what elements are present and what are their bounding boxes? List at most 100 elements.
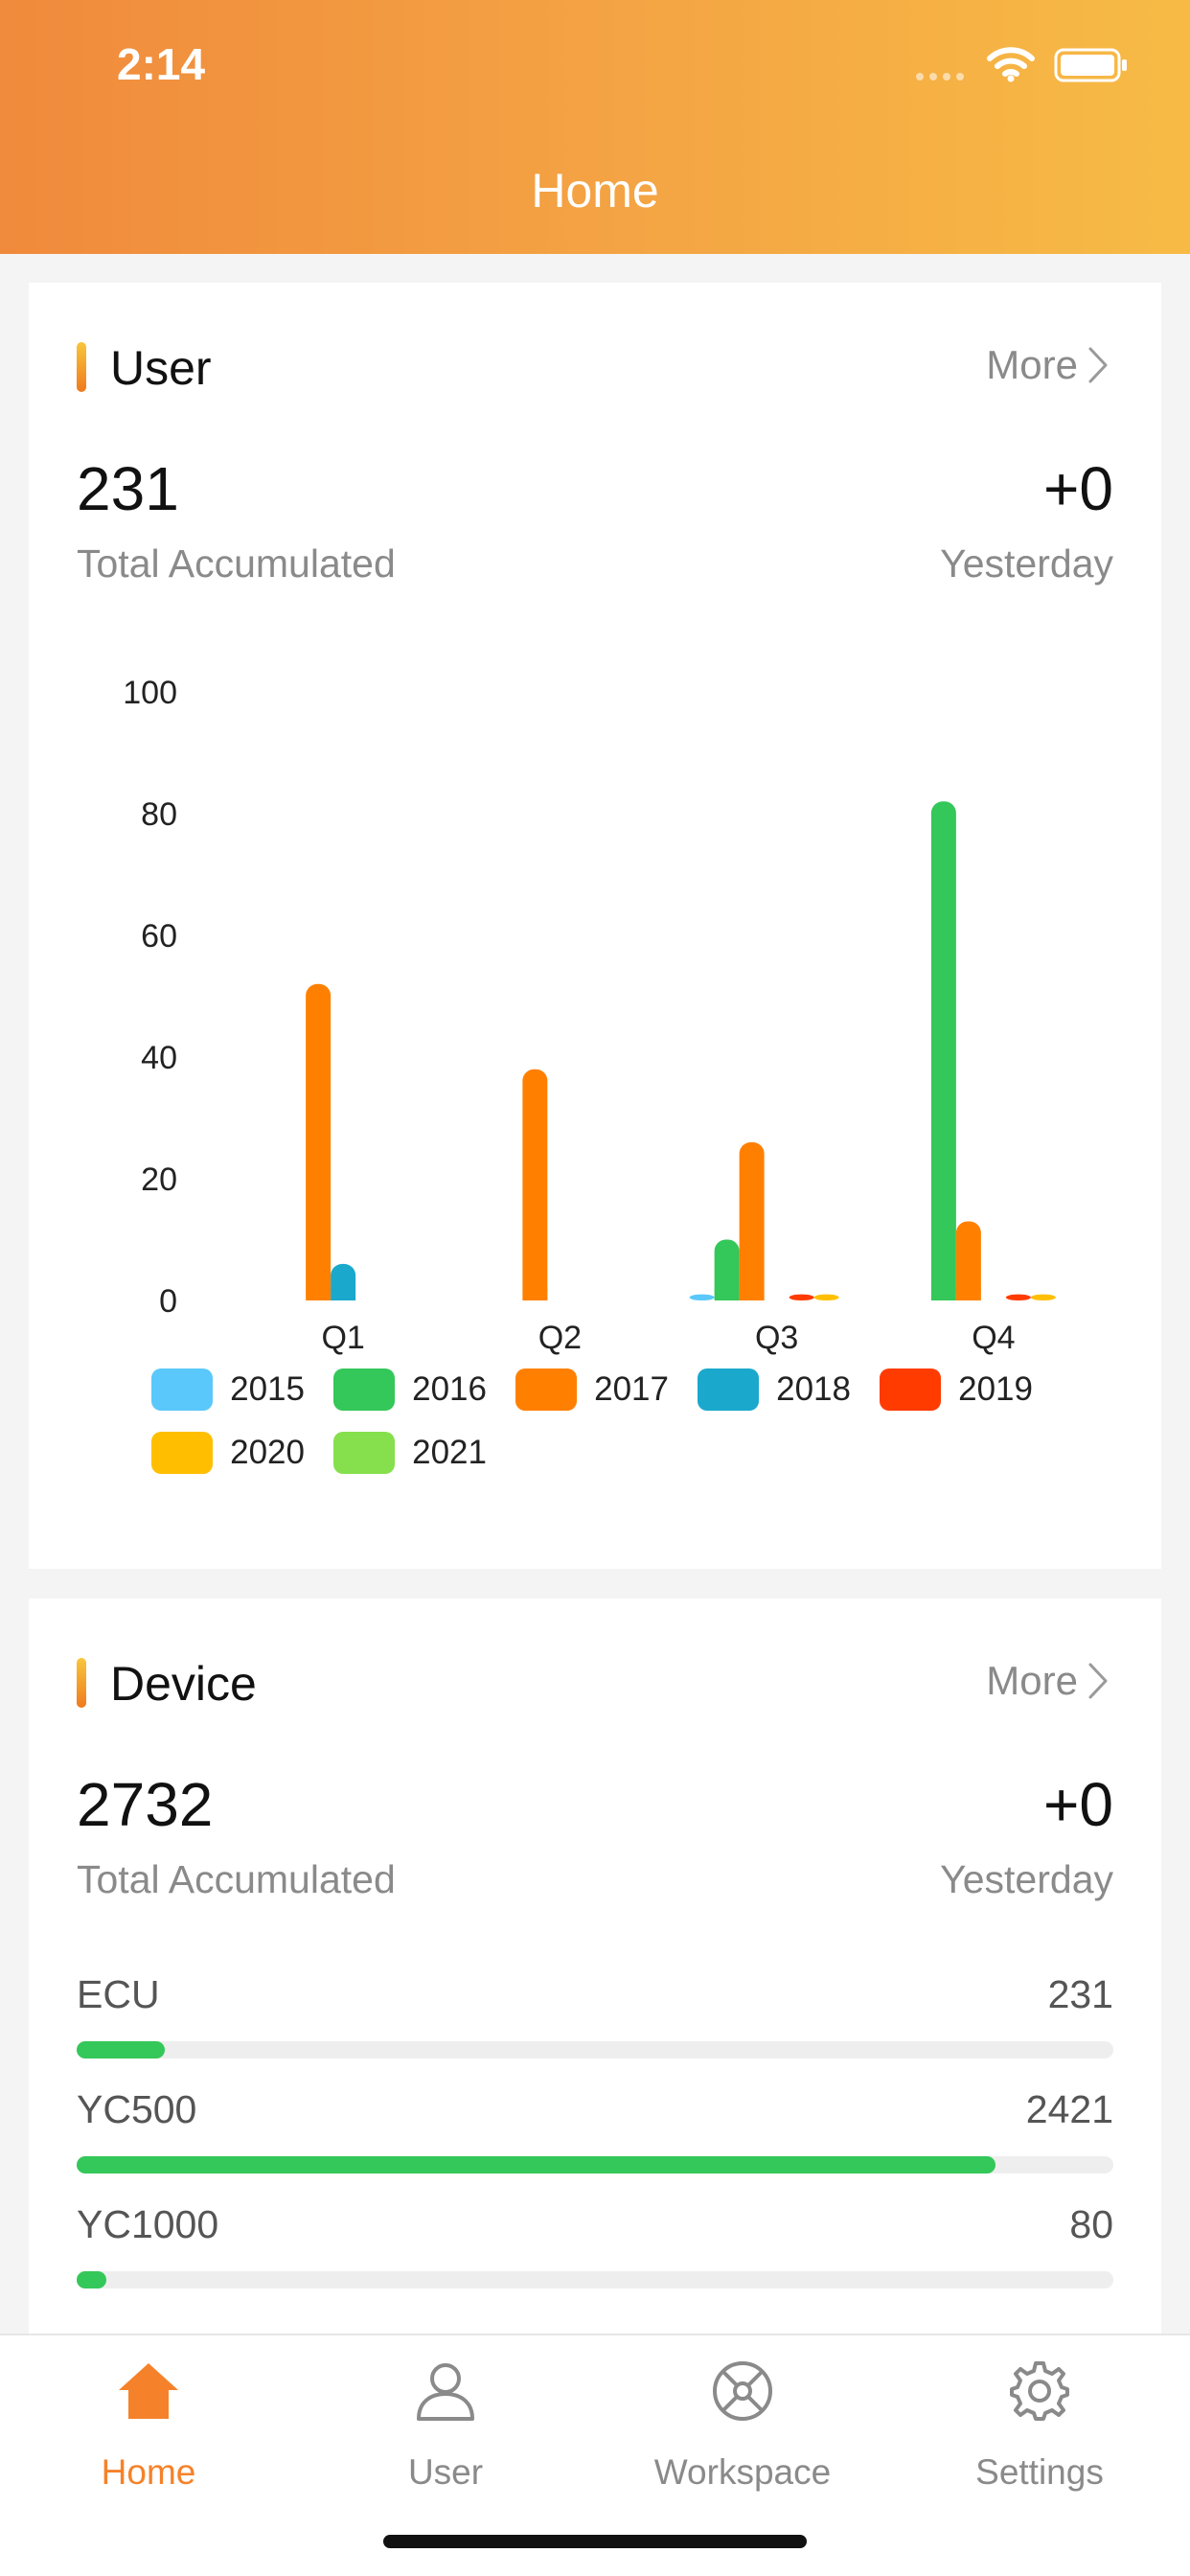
y-tick-label: 60 bbox=[141, 918, 177, 954]
legend-swatch bbox=[880, 1368, 942, 1411]
tab-user[interactable]: User bbox=[297, 2335, 594, 2508]
device-row-label: YC1000 bbox=[77, 2202, 219, 2246]
legend-item[interactable]: 2016 bbox=[333, 1368, 487, 1411]
y-tick-label: 40 bbox=[141, 1040, 177, 1076]
device-total-value: 2732 bbox=[77, 1770, 214, 1839]
legend-item[interactable]: 2017 bbox=[515, 1368, 669, 1411]
user-yesterday-value: +0 bbox=[1043, 454, 1113, 523]
chart-legend: 2015 2016 2017 2018 2019 2020 2021 bbox=[151, 1368, 1090, 1474]
tab-label: Home bbox=[101, 2452, 196, 2492]
section-accent-bar bbox=[77, 1658, 86, 1708]
bar-2017-Q4 bbox=[955, 1221, 981, 1300]
device-more-link[interactable]: More bbox=[986, 1658, 1109, 1704]
bar-base bbox=[739, 1289, 765, 1300]
legend-item[interactable]: 2021 bbox=[333, 1432, 487, 1474]
legend-label: 2015 bbox=[230, 1370, 305, 1408]
gear-icon bbox=[1010, 2361, 1069, 2421]
signal-icon bbox=[916, 73, 964, 80]
more-label: More bbox=[986, 1658, 1078, 1703]
bar-2017-Q1 bbox=[306, 983, 332, 1300]
wifi-icon bbox=[987, 47, 1035, 82]
bar-base bbox=[522, 1289, 548, 1300]
device-row-value: 80 bbox=[1069, 2202, 1113, 2246]
legend-swatch bbox=[515, 1368, 578, 1411]
y-tick-label: 80 bbox=[141, 796, 177, 833]
bar-base bbox=[714, 1289, 740, 1300]
device-progress-fill bbox=[77, 2156, 995, 2174]
user-yesterday-label: Yesterday bbox=[940, 541, 1113, 586]
user-bar-chart: 0 20 40 60 80 100 Q1 Q2 Q3 Q4 bbox=[123, 675, 1056, 1356]
tab-home[interactable]: Home bbox=[0, 2335, 297, 2508]
tab-label: User bbox=[407, 2452, 484, 2492]
device-yesterday-label: Yesterday bbox=[940, 1857, 1113, 1901]
bar-base bbox=[930, 1289, 956, 1300]
user-icon bbox=[417, 2363, 474, 2421]
legend-label: 2020 bbox=[230, 1434, 305, 1471]
user-total-value: 231 bbox=[77, 454, 179, 523]
bar-2019-Q3 bbox=[789, 1294, 814, 1300]
device-progress-track bbox=[77, 2041, 1113, 2058]
legend-item[interactable]: 2020 bbox=[151, 1432, 305, 1474]
x-tick-label: Q3 bbox=[755, 1320, 798, 1356]
legend-label: 2017 bbox=[594, 1370, 669, 1408]
legend-label: 2019 bbox=[958, 1370, 1033, 1408]
user-section-title: User bbox=[110, 341, 212, 395]
battery-icon bbox=[1054, 48, 1127, 82]
legend-label: 2016 bbox=[412, 1370, 487, 1408]
x-tick-label: Q4 bbox=[972, 1320, 1015, 1356]
bar-base bbox=[331, 1289, 356, 1300]
bar-2017-Q2 bbox=[522, 1069, 548, 1300]
more-label: More bbox=[986, 342, 1078, 387]
device-row-value: 231 bbox=[1047, 1972, 1113, 2016]
device-yesterday-value: +0 bbox=[1043, 1770, 1113, 1839]
device-total-label: Total Accumulated bbox=[77, 1857, 396, 1901]
page-title: Home bbox=[531, 164, 659, 218]
bar-2020-Q4 bbox=[1030, 1294, 1056, 1300]
legend-swatch bbox=[151, 1368, 214, 1411]
status-time: 2:14 bbox=[117, 39, 206, 89]
bar-2017-Q3 bbox=[739, 1141, 765, 1300]
legend-label: 2018 bbox=[776, 1370, 851, 1408]
home-indicator bbox=[383, 2535, 807, 2548]
legend-item[interactable]: 2018 bbox=[698, 1368, 851, 1411]
device-progress-track bbox=[77, 2156, 1113, 2174]
workspace-icon bbox=[713, 2361, 772, 2421]
y-tick-label: 20 bbox=[141, 1162, 177, 1198]
chevron-right-icon bbox=[1088, 347, 1108, 383]
device-progress-fill bbox=[77, 2271, 107, 2288]
device-progress-track bbox=[77, 2271, 1113, 2288]
device-row-label: ECU bbox=[77, 1972, 160, 2016]
legend-item[interactable]: 2019 bbox=[880, 1368, 1033, 1411]
tab-label: Settings bbox=[975, 2452, 1104, 2492]
device-row-label: YC500 bbox=[77, 2087, 197, 2131]
legend-swatch bbox=[333, 1368, 396, 1411]
y-tick-label: 0 bbox=[159, 1283, 177, 1320]
bar-base bbox=[955, 1289, 981, 1300]
device-section-title: Device bbox=[110, 1657, 257, 1711]
app-header: 2:14 Home bbox=[0, 0, 1190, 254]
x-tick-label: Q1 bbox=[321, 1320, 364, 1356]
bar-2016-Q4 bbox=[930, 801, 956, 1300]
tab-label: Workspace bbox=[653, 2452, 832, 2492]
bar-2016-Q3 bbox=[714, 1239, 740, 1300]
tab-workspace[interactable]: Workspace bbox=[594, 2335, 891, 2508]
user-total-label: Total Accumulated bbox=[77, 541, 396, 586]
legend-swatch bbox=[151, 1432, 214, 1474]
device-progress-fill bbox=[77, 2041, 165, 2058]
bar-2020-Q3 bbox=[813, 1294, 839, 1300]
section-accent-bar bbox=[77, 342, 86, 392]
bar-2015-Q3 bbox=[689, 1294, 715, 1300]
x-tick-label: Q2 bbox=[538, 1320, 582, 1356]
bar-2019-Q4 bbox=[1005, 1294, 1031, 1300]
legend-swatch bbox=[698, 1368, 760, 1411]
user-summary-card: User More 231 +0 Total Accumulated Yeste… bbox=[29, 283, 1161, 1569]
bar-base bbox=[306, 1289, 332, 1300]
legend-label: 2021 bbox=[412, 1434, 487, 1471]
legend-swatch bbox=[333, 1432, 396, 1474]
user-more-link[interactable]: More bbox=[986, 342, 1109, 388]
y-tick-label: 100 bbox=[123, 675, 177, 711]
legend-item[interactable]: 2015 bbox=[151, 1368, 305, 1411]
tab-settings[interactable]: Settings bbox=[891, 2335, 1188, 2508]
chevron-right-icon bbox=[1088, 1663, 1108, 1699]
home-icon bbox=[119, 2363, 178, 2419]
